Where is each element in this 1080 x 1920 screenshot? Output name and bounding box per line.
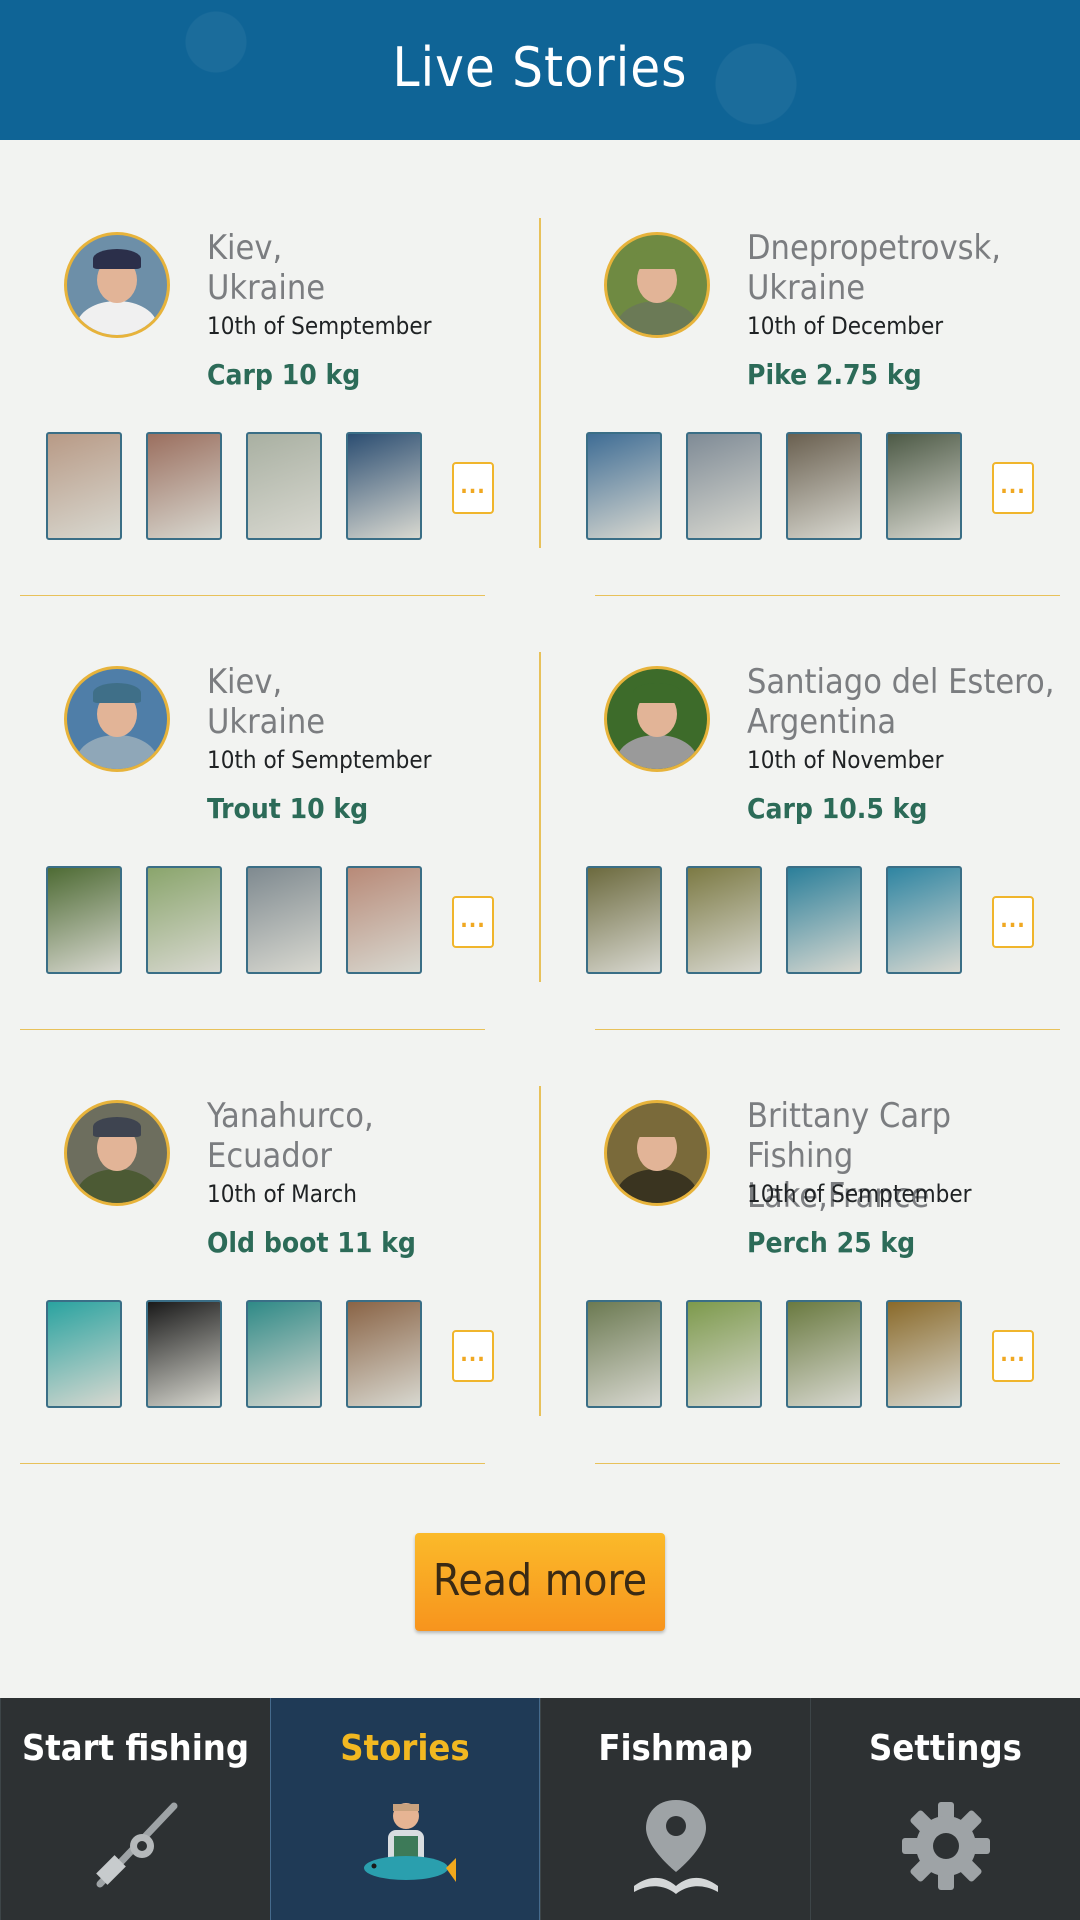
avatar[interactable] [64, 1100, 170, 1206]
story-card[interactable]: Santiago del Estero, Argentina 10th of No… [540, 634, 1080, 1068]
story-date: 10th of March [207, 1180, 357, 1208]
tab-fishmap-label: Fishmap [598, 1728, 753, 1769]
photo-thumbnail[interactable] [346, 866, 422, 974]
story-location: Brittany Carp Fishing Lake,France [747, 1096, 952, 1216]
photo-thumbnail[interactable] [146, 432, 222, 540]
more-photos-button[interactable]: ... [992, 1330, 1034, 1382]
story-card[interactable]: Brittany Carp Fishing Lake,France 10th of… [540, 1068, 1080, 1502]
tab-start-fishing[interactable]: Start fishing [0, 1698, 270, 1920]
row-divider [20, 1029, 485, 1030]
map-pin-icon [634, 1800, 718, 1894]
photo-thumbnail[interactable] [786, 1300, 862, 1408]
header-scallop-edge [0, 132, 1080, 148]
story-catch: Carp 10.5 kg [747, 792, 928, 825]
story-date: 10th of Semptember [207, 312, 432, 340]
story-date: 10th of November [747, 746, 944, 774]
photo-thumbnail[interactable] [586, 432, 662, 540]
photo-thumbnail[interactable] [46, 866, 122, 974]
story-catch: Perch 25 kg [747, 1226, 916, 1259]
story-date: 10th of Semptember [747, 1180, 972, 1208]
photo-thumbnail[interactable] [586, 866, 662, 974]
story-catch: Old boot 11 kg [207, 1226, 416, 1259]
photo-thumbnail[interactable] [146, 1300, 222, 1408]
story-date: 10th of Semptember [207, 746, 432, 774]
tab-stories[interactable]: Stories [270, 1698, 540, 1920]
photo-thumbnail[interactable] [686, 866, 762, 974]
story-catch: Pike 2.75 kg [747, 358, 922, 391]
photo-thumbnail[interactable] [46, 432, 122, 540]
story-date: 10th of December [747, 312, 944, 340]
photo-thumbnail[interactable] [786, 432, 862, 540]
tab-fishmap[interactable]: Fishmap [540, 1698, 810, 1920]
avatar[interactable] [604, 232, 710, 338]
story-location: Yanahurco, Ecuador [207, 1096, 374, 1176]
header-bar: Live Stories [0, 0, 1080, 148]
photo-thumbnail[interactable] [686, 432, 762, 540]
gear-icon [902, 1802, 990, 1890]
column-divider [539, 218, 541, 548]
photo-thumbnail[interactable] [46, 1300, 122, 1408]
photo-thumbnail[interactable] [686, 1300, 762, 1408]
row-divider [20, 595, 485, 596]
photo-thumbnail[interactable] [346, 432, 422, 540]
avatar[interactable] [604, 666, 710, 772]
photo-thumbnail[interactable] [246, 1300, 322, 1408]
photo-thumbnail[interactable] [886, 1300, 962, 1408]
photo-thumbnail[interactable] [786, 866, 862, 974]
row-divider [595, 1463, 1060, 1464]
tab-stories-label: Stories [340, 1728, 470, 1769]
column-divider [539, 1086, 541, 1416]
photo-thumbnail[interactable] [586, 1300, 662, 1408]
tab-settings-label: Settings [869, 1728, 1022, 1769]
row-divider [20, 1463, 485, 1464]
photo-thumbnail[interactable] [146, 866, 222, 974]
story-location: Kiev, Ukraine [207, 228, 326, 308]
story-catch: Trout 10 kg [207, 792, 369, 825]
tab-settings[interactable]: Settings [810, 1698, 1080, 1920]
story-catch: Carp 10 kg [207, 358, 361, 391]
story-card[interactable]: Kiev, Ukraine 10th of Semptember Carp 10 k… [0, 200, 540, 634]
more-photos-button[interactable]: ... [992, 462, 1034, 514]
more-photos-button[interactable]: ... [452, 896, 494, 948]
more-photos-button[interactable]: ... [452, 462, 494, 514]
photo-thumbnail[interactable] [246, 866, 322, 974]
story-location: Santiago del Estero, Argentina [747, 662, 1055, 742]
photo-thumbnail[interactable] [886, 866, 962, 974]
avatar[interactable] [64, 666, 170, 772]
row-divider [595, 1029, 1060, 1030]
avatar[interactable] [604, 1100, 710, 1206]
photo-thumbnail[interactable] [246, 432, 322, 540]
bottom-nav: Start fishing Stories Fishmap Settings [0, 1698, 1080, 1920]
story-card[interactable]: Dnepropetrovsk, Ukraine 10th of December P… [540, 200, 1080, 634]
fisherman-icon [364, 1803, 456, 1882]
column-divider [539, 652, 541, 982]
more-photos-button[interactable]: ... [452, 1330, 494, 1382]
story-card[interactable]: Kiev, Ukraine 10th of Semptember Trout 10 … [0, 634, 540, 1068]
fishing-rod-icon [96, 1802, 178, 1888]
page-title: Live Stories [392, 36, 688, 99]
read-more-button[interactable]: Read more [415, 1533, 665, 1631]
story-location: Dnepropetrovsk, Ukraine [747, 228, 1001, 308]
more-photos-button[interactable]: ... [992, 896, 1034, 948]
tab-start-fishing-label: Start fishing [21, 1728, 250, 1769]
photo-thumbnail[interactable] [886, 432, 962, 540]
row-divider [595, 595, 1060, 596]
photo-thumbnail[interactable] [346, 1300, 422, 1408]
avatar[interactable] [64, 232, 170, 338]
story-location: Kiev, Ukraine [207, 662, 326, 742]
story-card[interactable]: Yanahurco, Ecuador 10th of March Old boot … [0, 1068, 540, 1502]
